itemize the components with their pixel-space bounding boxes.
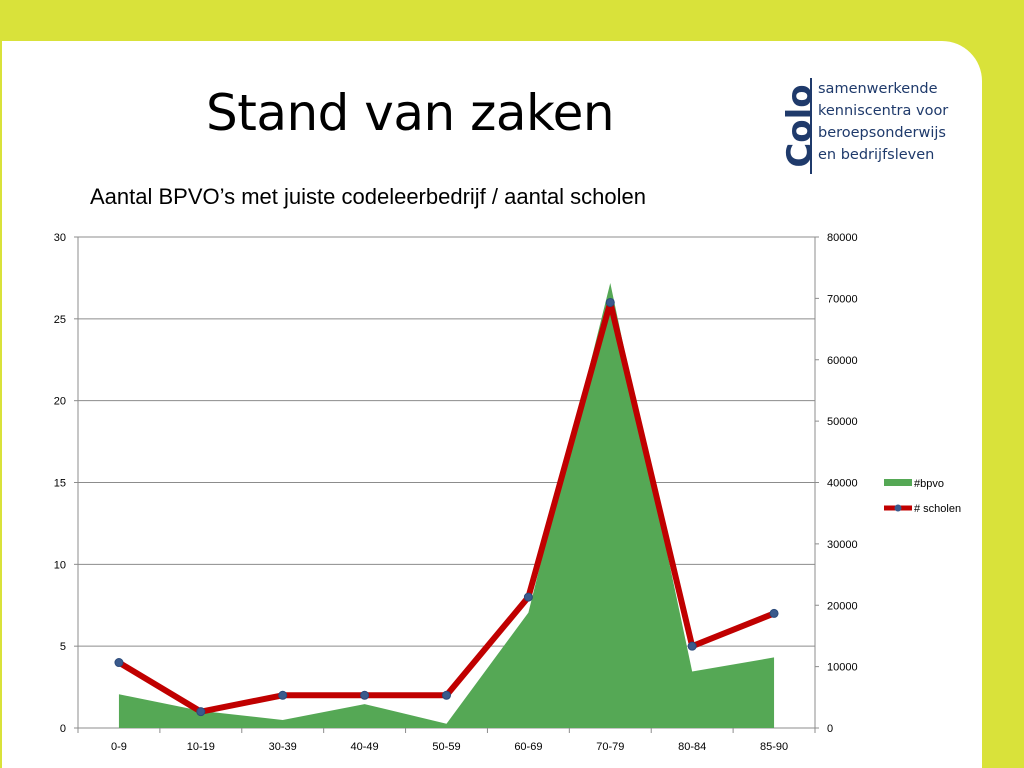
line-point bbox=[278, 690, 288, 700]
logo-tagline-line: samenwerkende bbox=[818, 81, 938, 97]
logo-tagline: samenwerkende kenniscentra voor beroepso… bbox=[818, 78, 948, 166]
x-tick-label: 10-19 bbox=[187, 741, 215, 753]
y-right-tick-label: 50000 bbox=[827, 416, 858, 428]
y-right-tick-label: 80000 bbox=[827, 232, 858, 244]
colo-logo: Colo samenwerkende kenniscentra voor ber… bbox=[778, 78, 958, 178]
x-tick-label: 50-59 bbox=[432, 741, 460, 753]
y-left-tick-label: 30 bbox=[54, 232, 66, 244]
y-left-tick-label: 25 bbox=[54, 314, 66, 326]
legend-swatch-bpvo bbox=[884, 479, 912, 486]
line-point bbox=[523, 592, 533, 602]
line-point bbox=[114, 658, 124, 668]
y-right-tick-label: 70000 bbox=[827, 293, 858, 305]
y-right-tick-label: 60000 bbox=[827, 355, 858, 367]
legend-label-scholen: # scholen bbox=[914, 503, 961, 515]
y-right-tick-label: 20000 bbox=[827, 600, 858, 612]
x-tick-label: 0-9 bbox=[111, 741, 127, 753]
x-tick-label: 30-39 bbox=[269, 741, 297, 753]
y-right-tick-label: 40000 bbox=[827, 478, 858, 490]
logo-divider bbox=[810, 78, 812, 174]
slide-background bbox=[2, 41, 982, 768]
x-tick-label: 70-79 bbox=[596, 741, 624, 753]
logo-tagline-line: kenniscentra voor bbox=[818, 103, 949, 119]
line-point bbox=[442, 690, 451, 700]
legend-marker-scholen bbox=[894, 504, 902, 512]
line-point bbox=[769, 608, 779, 618]
y-left-tick-label: 10 bbox=[54, 559, 66, 571]
area-series-bpvo bbox=[118, 283, 775, 728]
y-right-tick-label: 30000 bbox=[827, 539, 858, 551]
line-point bbox=[360, 690, 370, 700]
x-tick-label: 40-49 bbox=[351, 741, 379, 753]
line-point bbox=[687, 641, 697, 651]
slide-title: Stand van zaken bbox=[206, 84, 615, 142]
line-point bbox=[196, 707, 206, 717]
legend-label-bpvo: #bpvo bbox=[914, 478, 944, 490]
y-left-tick-label: 0 bbox=[60, 723, 66, 735]
x-tick-label: 80-84 bbox=[678, 741, 706, 753]
logo-tagline-line: en bedrijfsleven bbox=[818, 147, 935, 163]
logo-tagline-line: beroepsonderwijs bbox=[818, 125, 946, 141]
x-tick-label: 60-69 bbox=[514, 741, 542, 753]
y-right-tick-label: 10000 bbox=[827, 662, 858, 674]
y-left-tick-label: 20 bbox=[54, 396, 66, 408]
chart-title: Aantal BPVO’s met juiste codeleerbedrijf… bbox=[90, 184, 647, 209]
y-right-tick-label: 0 bbox=[827, 723, 833, 735]
y-left-tick-label: 5 bbox=[60, 641, 66, 653]
y-left-tick-label: 15 bbox=[54, 478, 66, 490]
x-tick-label: 85-90 bbox=[760, 741, 788, 753]
line-point bbox=[605, 297, 615, 307]
